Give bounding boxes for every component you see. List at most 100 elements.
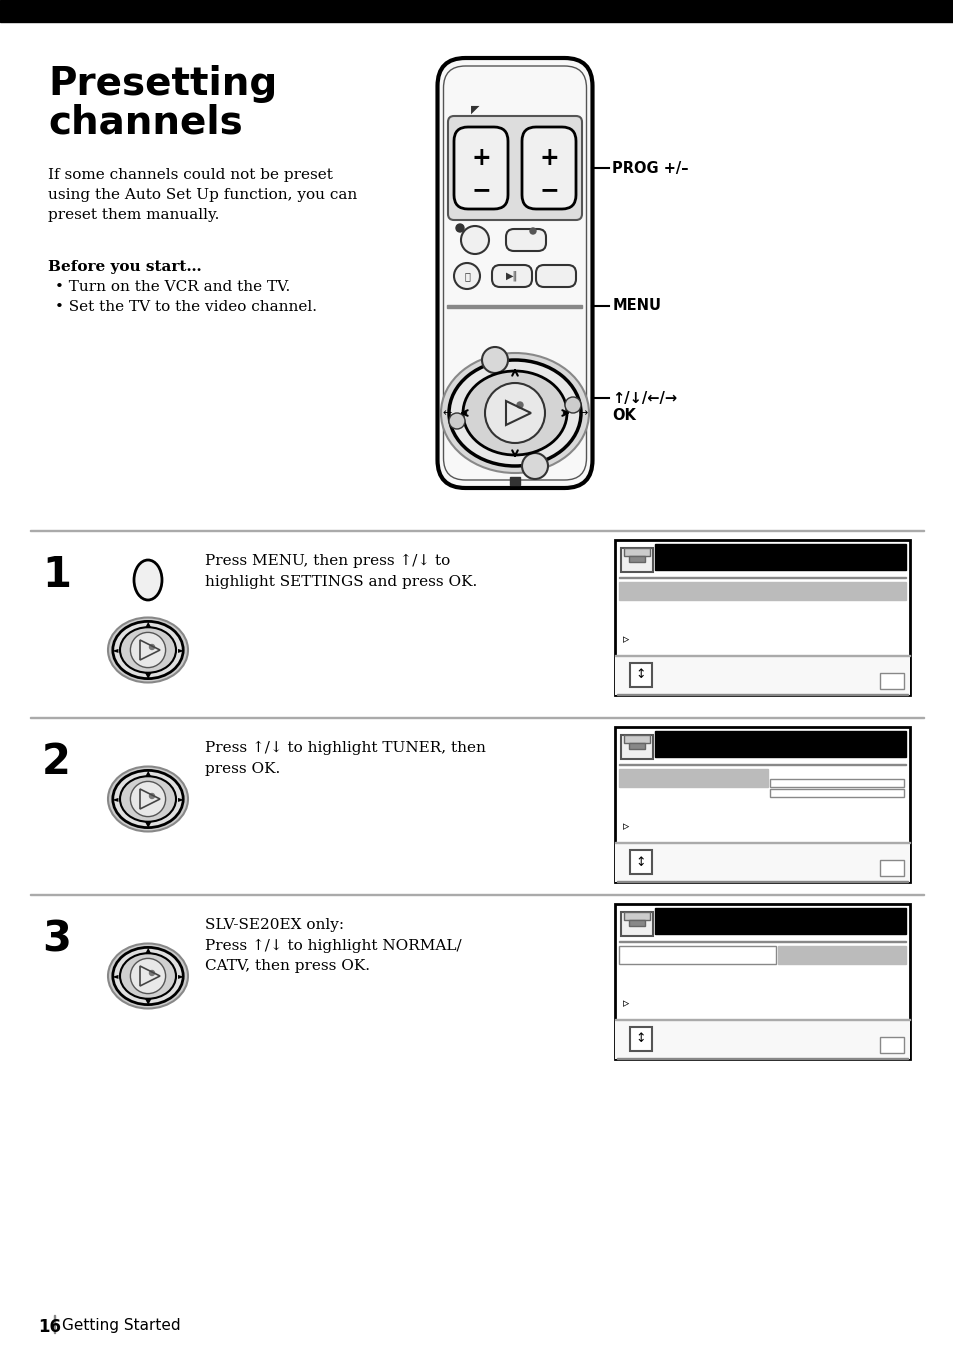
FancyBboxPatch shape <box>492 265 532 287</box>
Text: 1: 1 <box>42 554 71 596</box>
Bar <box>615 841 909 844</box>
Text: +: + <box>471 146 491 170</box>
Bar <box>618 764 905 765</box>
Ellipse shape <box>108 618 188 683</box>
Bar <box>0 0 953 22</box>
Ellipse shape <box>120 776 175 822</box>
Circle shape <box>530 228 536 234</box>
Bar <box>617 880 907 882</box>
Text: −: − <box>538 178 558 201</box>
Bar <box>615 539 909 695</box>
Circle shape <box>150 794 154 799</box>
Bar <box>615 727 909 882</box>
Text: ▲: ▲ <box>145 621 152 629</box>
Bar <box>655 731 905 757</box>
Text: +: + <box>538 146 558 170</box>
Circle shape <box>150 645 154 649</box>
Circle shape <box>454 264 479 289</box>
Ellipse shape <box>462 370 566 456</box>
Bar <box>615 1018 909 1019</box>
Bar <box>623 735 649 744</box>
Bar <box>30 717 923 718</box>
Bar <box>655 909 905 934</box>
Text: ►: ► <box>177 795 184 803</box>
Bar <box>620 548 652 572</box>
Bar <box>879 860 903 876</box>
Text: ◤: ◤ <box>470 105 478 115</box>
Text: Getting Started: Getting Started <box>62 1318 180 1333</box>
Bar <box>30 894 923 895</box>
Bar <box>620 913 652 936</box>
Ellipse shape <box>112 622 183 679</box>
Circle shape <box>131 781 166 817</box>
Text: ►: ► <box>177 972 184 980</box>
Bar <box>879 1037 903 1053</box>
Text: ◄: ◄ <box>112 645 118 654</box>
Bar <box>620 735 652 758</box>
Text: ▲: ▲ <box>145 946 152 955</box>
Text: ◄: ◄ <box>112 972 118 980</box>
Ellipse shape <box>108 944 188 1009</box>
Bar <box>615 842 909 882</box>
Text: OK: OK <box>612 408 636 423</box>
Bar <box>615 654 909 695</box>
Bar <box>628 919 644 926</box>
Text: SLV-SE20EX only:
Press ↑/↓ to highlight NORMAL/
CATV, then press OK.: SLV-SE20EX only: Press ↑/↓ to highlight … <box>205 918 461 973</box>
Text: ▼: ▼ <box>145 819 152 829</box>
Text: ▲: ▲ <box>145 769 152 779</box>
Bar <box>629 662 651 687</box>
Text: PROG +/–: PROG +/– <box>612 161 688 176</box>
Bar <box>615 904 909 1059</box>
FancyBboxPatch shape <box>505 228 545 251</box>
Text: ↕: ↕ <box>635 856 645 868</box>
Text: ⏻: ⏻ <box>463 270 470 281</box>
Ellipse shape <box>112 771 183 827</box>
Text: • Turn on the VCR and the TV.: • Turn on the VCR and the TV. <box>55 280 290 293</box>
Circle shape <box>481 347 507 373</box>
Text: ▶‖: ▶‖ <box>505 270 517 281</box>
Text: Press ↑/↓ to highlight TUNER, then
press OK.: Press ↑/↓ to highlight TUNER, then press… <box>205 741 485 776</box>
Text: −: − <box>471 178 491 201</box>
Text: →: → <box>578 408 587 418</box>
Text: 2: 2 <box>42 741 71 783</box>
Ellipse shape <box>108 767 188 831</box>
Bar <box>778 946 905 964</box>
Bar <box>769 779 903 787</box>
Text: ▹: ▹ <box>622 634 629 646</box>
Ellipse shape <box>449 360 580 466</box>
Bar <box>655 544 905 571</box>
Text: ◄: ◄ <box>112 795 118 803</box>
Bar <box>54 1315 55 1333</box>
Bar <box>617 694 907 695</box>
Ellipse shape <box>112 948 183 1005</box>
Bar <box>618 946 775 964</box>
Text: • Set the TV to the video channel.: • Set the TV to the video channel. <box>55 300 316 314</box>
Bar <box>879 673 903 690</box>
Text: ▹: ▹ <box>622 821 629 833</box>
Text: ▹: ▹ <box>622 998 629 1010</box>
Bar <box>615 1019 909 1059</box>
Bar <box>623 548 649 556</box>
Circle shape <box>131 959 166 994</box>
Circle shape <box>521 453 547 479</box>
FancyBboxPatch shape <box>437 58 592 488</box>
Bar <box>623 913 649 919</box>
Bar <box>618 576 905 579</box>
Ellipse shape <box>120 627 175 673</box>
Circle shape <box>449 412 464 429</box>
Bar <box>510 477 519 485</box>
Circle shape <box>564 397 580 412</box>
FancyBboxPatch shape <box>521 127 576 210</box>
Text: ↕: ↕ <box>635 668 645 681</box>
Bar <box>447 306 582 308</box>
Circle shape <box>517 402 522 408</box>
Text: ►: ► <box>177 645 184 654</box>
Text: Presetting: Presetting <box>48 65 277 103</box>
Text: 3: 3 <box>42 918 71 960</box>
Text: If some channels could not be preset
using the Auto Set Up function, you can
pre: If some channels could not be preset usi… <box>48 168 356 222</box>
Text: 16: 16 <box>38 1318 61 1336</box>
Ellipse shape <box>440 353 588 473</box>
Text: ↕: ↕ <box>635 1033 645 1045</box>
Text: MENU: MENU <box>612 299 660 314</box>
Text: ▼: ▼ <box>145 671 152 680</box>
